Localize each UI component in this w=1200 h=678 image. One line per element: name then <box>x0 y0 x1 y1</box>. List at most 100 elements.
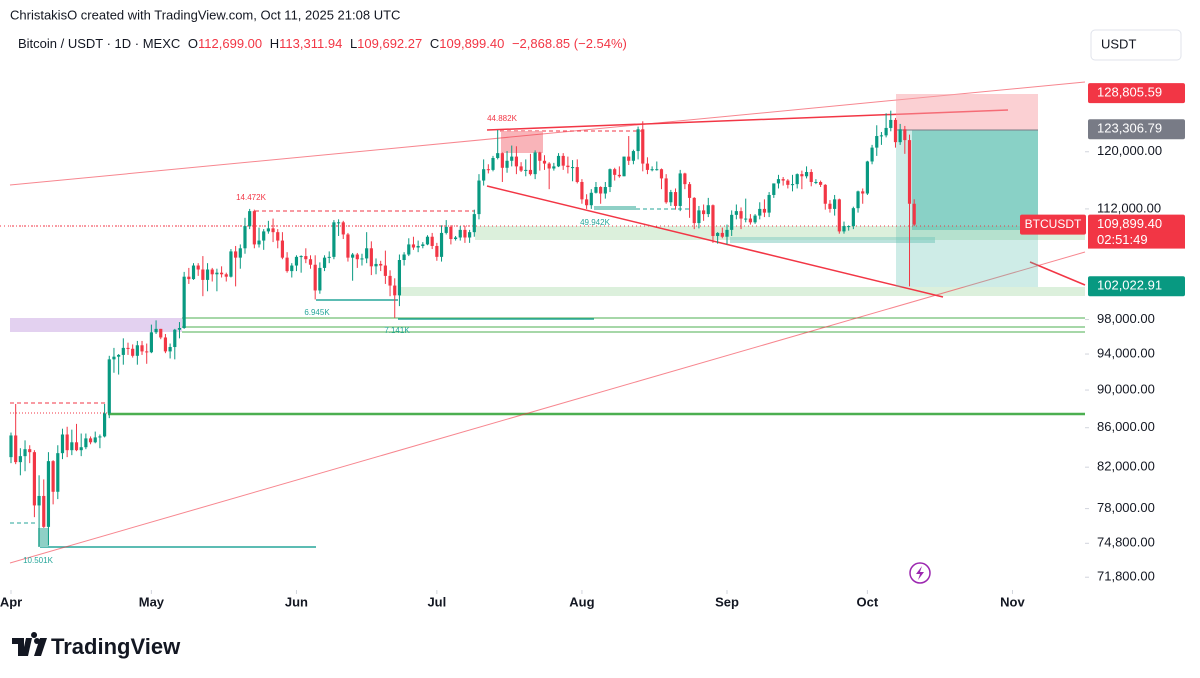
candle-body <box>898 129 902 143</box>
candle-body <box>865 161 869 194</box>
candle-body <box>678 173 682 206</box>
price-label-box <box>1088 214 1185 235</box>
candle-body <box>631 151 635 161</box>
candle-body <box>285 257 289 272</box>
candle-body <box>262 231 266 241</box>
candle-body <box>449 226 453 240</box>
candle-body <box>365 248 369 259</box>
candle-body <box>809 172 813 182</box>
candle-body <box>327 256 331 258</box>
ohlc-value: 109,899.40 <box>439 36 504 51</box>
candle-body <box>851 208 855 227</box>
candle-body <box>739 211 743 219</box>
candle-body <box>594 187 598 193</box>
candle-body <box>313 264 317 291</box>
candle-body <box>486 169 490 171</box>
ohlc-value: 112,699.00 <box>198 36 262 51</box>
candle-body <box>608 169 612 188</box>
candle-body <box>687 184 692 198</box>
trend-line <box>1029 261 1086 286</box>
candle-body <box>814 181 818 183</box>
currency-button[interactable] <box>1090 29 1182 61</box>
symbol-tag: BTCUSDT <box>1025 217 1082 231</box>
candle-body <box>201 269 205 280</box>
x-tick-label: Jun <box>285 594 308 609</box>
candle-body <box>519 166 523 171</box>
x-tick-label: May <box>139 594 165 609</box>
candle-body <box>388 275 392 286</box>
candle-body <box>856 191 860 209</box>
logo: TradingView <box>12 632 181 659</box>
candle-body <box>51 461 55 492</box>
candle-body <box>416 245 420 248</box>
drawings: 44.882K 14.472K 49.942K 6.945K 7.141K 10… <box>0 81 1086 584</box>
candle-body <box>692 197 696 224</box>
ohlc-label: H <box>270 36 279 51</box>
candle-body <box>786 180 790 185</box>
candle-body <box>140 345 144 352</box>
candle-body <box>37 495 41 506</box>
candle-body <box>580 181 584 200</box>
brand: TradingView <box>51 634 181 659</box>
candle-body <box>762 208 767 213</box>
candle-body <box>833 199 837 209</box>
candle-body <box>758 208 762 216</box>
x-tick-label: Nov <box>1000 594 1025 609</box>
candle-body <box>107 359 111 414</box>
candle-body <box>112 356 116 360</box>
candle-body <box>828 203 832 209</box>
support-zone <box>400 287 1085 296</box>
candle-body <box>341 222 345 235</box>
candle-body <box>650 169 654 171</box>
candle-body <box>219 272 224 275</box>
candle-body <box>524 169 528 171</box>
y-tick-label: 94,000.00 <box>1097 345 1155 360</box>
candle-body <box>641 129 645 164</box>
volume-box <box>594 206 636 210</box>
candle-body <box>336 222 341 224</box>
candle-body <box>93 437 97 443</box>
candle-body <box>383 265 387 276</box>
candle-body <box>243 226 247 249</box>
candle-body <box>131 348 135 356</box>
ohlc-label: O <box>188 36 198 51</box>
candle-body <box>393 285 397 296</box>
volume-annotation: 6.945K <box>304 308 330 317</box>
event-icon[interactable] <box>909 562 931 584</box>
price-label: 123,306.79 <box>1097 121 1162 136</box>
price-label-box <box>1088 276 1185 297</box>
candle-body <box>570 167 575 169</box>
candle-body <box>496 153 500 158</box>
candle-body <box>585 199 589 206</box>
candle-body <box>360 258 364 260</box>
candle-body <box>767 194 771 213</box>
candle-body <box>294 256 299 266</box>
support-zone <box>730 237 935 243</box>
candle-body <box>430 236 434 246</box>
candle-body <box>730 214 734 230</box>
candle-body <box>889 119 893 128</box>
candle-body <box>18 456 22 463</box>
candle-body <box>79 447 83 451</box>
candle-body <box>70 442 74 451</box>
candle-body <box>318 267 322 291</box>
candle-body <box>875 136 879 148</box>
candle-body <box>135 345 139 356</box>
trend-line <box>486 185 944 298</box>
symbol: Bitcoin / USDT · 1D · MEXC <box>18 36 180 51</box>
candle-body <box>790 184 795 186</box>
candle-body <box>547 163 551 169</box>
candle-body <box>234 251 238 258</box>
candle-body <box>781 179 785 181</box>
legend-header: Bitcoin / USDT · 1D · MEXC O112,699.00 H… <box>18 36 627 51</box>
candle-body <box>552 166 556 169</box>
candle-body <box>837 199 841 232</box>
candle-body <box>702 210 706 215</box>
price-label: 102,022.91 <box>1097 278 1162 293</box>
candle-body <box>168 347 172 352</box>
symbol-tag-box <box>1020 214 1086 235</box>
candle-body <box>491 157 495 170</box>
candle-body <box>453 237 458 240</box>
candle-body <box>627 156 631 161</box>
